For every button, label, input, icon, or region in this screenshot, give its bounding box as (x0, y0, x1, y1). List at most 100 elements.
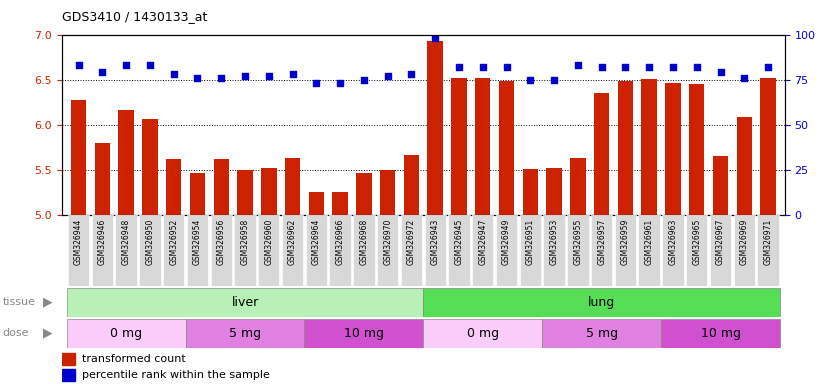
Bar (401, 215, 422, 286)
Text: GSM326946: GSM326946 (97, 218, 107, 265)
Point (334, 80, 347, 86)
Bar (546, 168, 562, 215)
Point (286, 71, 299, 77)
Bar (662, 215, 684, 286)
Text: GSM326967: GSM326967 (716, 218, 725, 265)
Bar (710, 215, 731, 286)
Bar (282, 215, 303, 286)
Bar (285, 158, 301, 215)
Bar (542, 319, 661, 348)
Text: GSM326968: GSM326968 (359, 218, 368, 265)
Bar (594, 93, 610, 215)
Bar (757, 215, 779, 286)
Bar (615, 215, 636, 286)
Bar (116, 215, 137, 286)
Text: GSM326971: GSM326971 (763, 218, 772, 265)
Text: GSM326970: GSM326970 (383, 218, 392, 265)
Text: GSM326962: GSM326962 (288, 218, 297, 265)
Text: 0 mg: 0 mg (110, 327, 142, 339)
Text: tissue: tissue (2, 297, 36, 308)
Bar (163, 215, 184, 286)
Text: GSM326960: GSM326960 (264, 218, 273, 265)
Point (381, 73, 394, 79)
Point (358, 76, 371, 83)
Bar (523, 169, 538, 215)
Point (405, 71, 418, 77)
Bar (591, 215, 612, 286)
Text: GSM326963: GSM326963 (668, 218, 677, 265)
Bar (665, 83, 681, 215)
Text: GSM326944: GSM326944 (74, 218, 83, 265)
Text: GSM326943: GSM326943 (430, 218, 439, 265)
Bar (423, 288, 780, 317)
Text: GDS3410 / 1430133_at: GDS3410 / 1430133_at (62, 10, 207, 23)
Text: 10 mg: 10 mg (700, 327, 740, 339)
Bar (686, 215, 707, 286)
Text: GSM326949: GSM326949 (502, 218, 511, 265)
Point (619, 64, 632, 70)
Bar (306, 215, 327, 286)
Bar (570, 158, 586, 215)
Bar (380, 170, 396, 215)
Point (215, 75, 228, 81)
Bar (737, 117, 752, 215)
Bar (733, 215, 755, 286)
Bar (118, 110, 134, 215)
Text: GSM326956: GSM326956 (216, 218, 225, 265)
Bar (187, 215, 208, 286)
Bar (95, 143, 110, 215)
Bar (213, 159, 229, 215)
Text: lung: lung (588, 296, 615, 309)
Text: liver: liver (231, 296, 259, 309)
Bar (261, 168, 277, 215)
Bar (330, 215, 351, 286)
Text: GSM326952: GSM326952 (169, 218, 178, 265)
Bar (451, 78, 467, 215)
Bar (62, 353, 75, 365)
Bar (428, 41, 443, 215)
Bar (186, 319, 305, 348)
Point (143, 62, 156, 68)
Text: GSM326958: GSM326958 (240, 218, 249, 265)
Point (167, 71, 180, 77)
Point (310, 80, 323, 86)
Text: 5 mg: 5 mg (229, 327, 261, 339)
Bar (68, 215, 89, 286)
Bar (520, 215, 541, 286)
Bar (71, 99, 87, 215)
Point (96, 70, 109, 76)
Bar (142, 119, 158, 215)
Point (191, 75, 204, 81)
Text: GSM326961: GSM326961 (644, 218, 653, 265)
Text: ▶: ▶ (43, 296, 53, 309)
Point (262, 73, 275, 79)
Text: dose: dose (2, 328, 29, 338)
Bar (689, 84, 705, 215)
Bar (354, 215, 374, 286)
Bar (713, 156, 729, 215)
Point (667, 64, 680, 70)
Text: GSM326954: GSM326954 (193, 218, 202, 265)
Text: GSM326959: GSM326959 (621, 218, 630, 265)
Text: GSM326966: GSM326966 (335, 218, 344, 265)
Bar (356, 173, 372, 215)
Point (714, 70, 727, 76)
Text: 5 mg: 5 mg (586, 327, 618, 339)
Bar (496, 215, 517, 286)
Text: GSM326957: GSM326957 (597, 218, 606, 265)
Bar (140, 215, 160, 286)
Text: GSM326953: GSM326953 (549, 218, 558, 265)
Text: ▶: ▶ (43, 327, 53, 339)
Bar (190, 173, 205, 215)
Point (548, 76, 561, 83)
Bar (258, 215, 279, 286)
Point (476, 64, 489, 70)
Point (72, 62, 85, 68)
Point (524, 76, 537, 83)
Text: GSM326947: GSM326947 (478, 218, 487, 265)
Text: GSM326948: GSM326948 (121, 218, 131, 265)
Text: GSM326950: GSM326950 (145, 218, 154, 265)
Bar (567, 215, 589, 286)
Bar (760, 78, 776, 215)
Bar (237, 170, 253, 215)
